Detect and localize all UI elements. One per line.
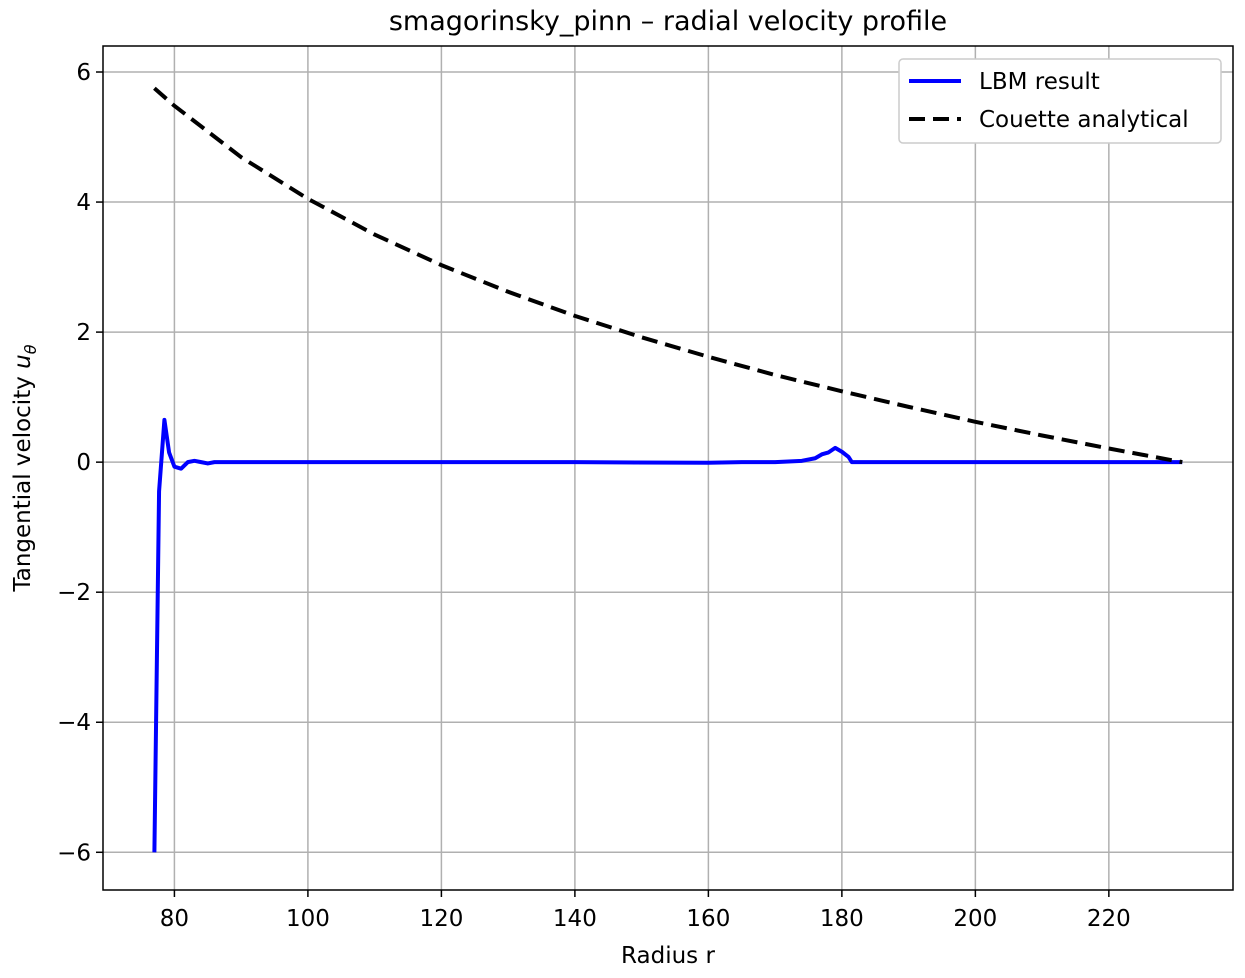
x-tick-label: 220 [1087,906,1131,932]
y-tick-label: −2 [57,580,91,606]
y-axis-label-text: Tangential velocity [10,376,36,592]
x-tick-label: 100 [286,906,330,932]
chart-title: smagorinsky_pinn – radial velocity profi… [389,6,947,37]
series-line [152,417,1183,853]
plot-frame [102,45,1234,891]
legend-label: LBM result [979,69,1100,95]
y-axis-label-symbol: u [10,354,36,369]
x-axis-label: Radius r [621,943,715,969]
y-tick-label: 4 [76,190,91,216]
y-tick-label: −6 [57,840,91,866]
x-tick-label: 80 [160,906,189,932]
series-line [153,86,1183,465]
legend-label: Couette analytical [979,107,1189,133]
y-axis-label-subscript: θ [21,344,40,354]
legend-box [898,58,1222,144]
x-tick-label: 140 [553,906,597,932]
x-tick-label: 200 [953,906,997,932]
x-tick-label: 180 [820,906,864,932]
x-tick-label: 120 [419,906,463,932]
y-tick-label: 2 [76,320,91,346]
y-tick-label: −4 [57,710,91,736]
legend: LBM result Couette analytical [898,58,1222,144]
y-tick-label: 0 [76,450,91,476]
y-axis-label: Tangential velocity uθ [10,344,40,592]
x-tick-label: 160 [686,906,730,932]
y-tick-label: 6 [76,60,91,86]
